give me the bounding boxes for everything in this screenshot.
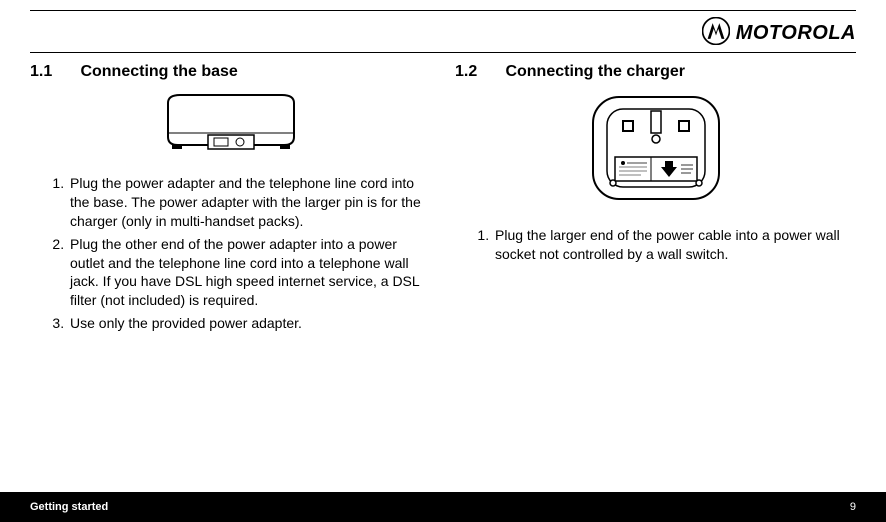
- page-footer: Getting started 9: [0, 492, 886, 522]
- section1-title: Connecting the base: [80, 63, 237, 80]
- list-item: Plug the power adapter and the telephone…: [68, 174, 431, 231]
- motorola-logo-icon: [702, 17, 730, 50]
- brand-name: MOTOROLA: [736, 22, 856, 45]
- column-right: 1.2 Connecting the charger: [455, 63, 856, 337]
- header-divider: [30, 52, 856, 53]
- section1-heading: 1.1 Connecting the base: [30, 63, 431, 81]
- list-item: Plug the other end of the power adapter …: [68, 235, 431, 311]
- list-item: Plug the larger end of the power cable i…: [493, 226, 856, 264]
- page: MOTOROLA 1.1 Connecting the base: [0, 0, 886, 492]
- section2-steps: Plug the larger end of the power cable i…: [455, 226, 856, 264]
- header: MOTOROLA: [30, 10, 856, 52]
- section1-steps: Plug the power adapter and the telephone…: [30, 174, 431, 333]
- section1-number: 1.1: [30, 63, 76, 81]
- footer-page-number: 9: [850, 501, 856, 513]
- section2-title: Connecting the charger: [505, 63, 685, 80]
- content-columns: 1.1 Connecting the base Plug the power a…: [30, 63, 856, 337]
- list-item: Use only the provided power adapter.: [68, 314, 431, 333]
- column-left: 1.1 Connecting the base Plug the power a…: [30, 63, 431, 337]
- charger-illustration: [455, 91, 856, 212]
- base-illustration: [30, 91, 431, 160]
- brand: MOTOROLA: [702, 17, 856, 50]
- section2-number: 1.2: [455, 63, 501, 81]
- section2-heading: 1.2 Connecting the charger: [455, 63, 856, 81]
- footer-section-name: Getting started: [30, 501, 108, 513]
